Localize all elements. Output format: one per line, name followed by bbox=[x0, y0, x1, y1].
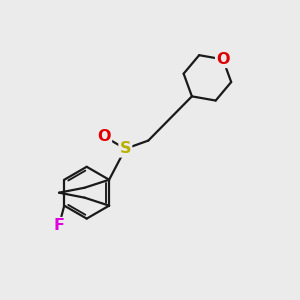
Text: F: F bbox=[53, 218, 64, 233]
Text: O: O bbox=[98, 129, 111, 144]
Text: O: O bbox=[216, 52, 230, 67]
Text: S: S bbox=[120, 141, 131, 156]
